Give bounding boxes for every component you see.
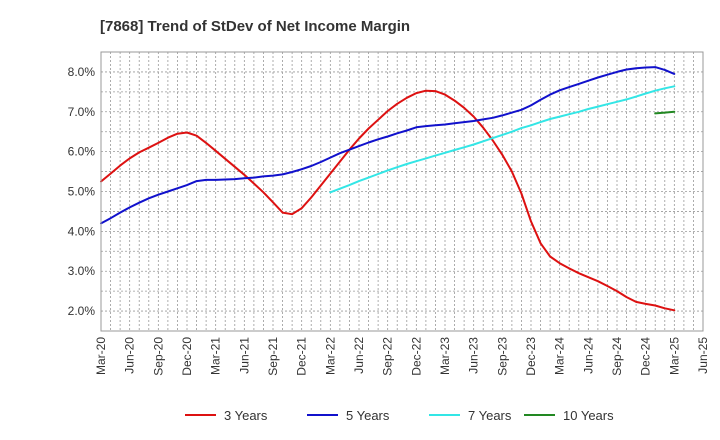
x-tick-label: Mar-23 [438,337,452,375]
y-tick-label: 6.0% [68,145,96,159]
x-tick-label: Dec-23 [524,337,538,376]
series-line-7-years [329,85,676,194]
x-tick-label: Jun-23 [467,337,481,374]
x-gridlines [110,52,694,331]
y-tick-label: 7.0% [68,105,96,119]
x-tick-label: Jun-21 [237,337,251,374]
x-tick-label: Dec-21 [295,337,309,376]
x-tick-label: Sep-24 [610,337,624,376]
x-tick-label: Jun-24 [581,337,595,374]
chart-title: [7868] Trend of StDev of Net Income Marg… [100,18,410,35]
x-tick-label: Dec-22 [409,337,423,376]
series-line-3-years [100,89,676,312]
x-tick-label: Mar-25 [667,337,681,375]
x-tick-label: Jun-25 [696,337,710,374]
plot-border [100,51,704,332]
x-tick-label: Mar-20 [94,337,108,375]
y-axis-tick-labels: 2.0% 3.0% 4.0% 5.0% 6.0% 7.0% 8.0% [68,65,96,318]
x-tick-label: Sep-21 [266,337,280,376]
y-tick-label: 3.0% [68,264,96,278]
x-tick-label: Dec-20 [180,337,194,376]
legend-label: 3 Years [224,408,268,423]
y-tick-label: 5.0% [68,185,96,199]
x-tick-label: Jun-20 [123,337,137,374]
x-tick-label: Mar-21 [209,337,223,375]
x-axis-tick-labels: Mar-20 Jun-20 Sep-20 Dec-20 Mar-21 Jun-21 Sep-… [94,337,710,376]
legend-label: 10 Years [563,408,614,423]
y-tick-label: 8.0% [68,65,96,79]
x-tick-label: Mar-24 [553,337,567,375]
plot-area [100,51,704,332]
x-tick-label: Jun-22 [352,337,366,374]
x-tick-label: Mar-22 [323,337,337,375]
legend-label: 7 Years [468,408,512,423]
x-tick-label: Dec-24 [639,337,653,376]
series-line-5-years [100,66,676,225]
legend-label: 5 Years [346,408,390,423]
x-tick-label: Sep-20 [151,337,165,376]
y-tick-label: 2.0% [68,304,96,318]
series-line-10-years [654,110,676,115]
x-tick-label: Sep-22 [381,337,395,376]
x-tick-label: Sep-23 [495,337,509,376]
series-lines [100,66,676,312]
y-tick-label: 4.0% [68,224,96,238]
legend: 3 Years 5 Years 7 Years 10 Years [185,408,614,423]
